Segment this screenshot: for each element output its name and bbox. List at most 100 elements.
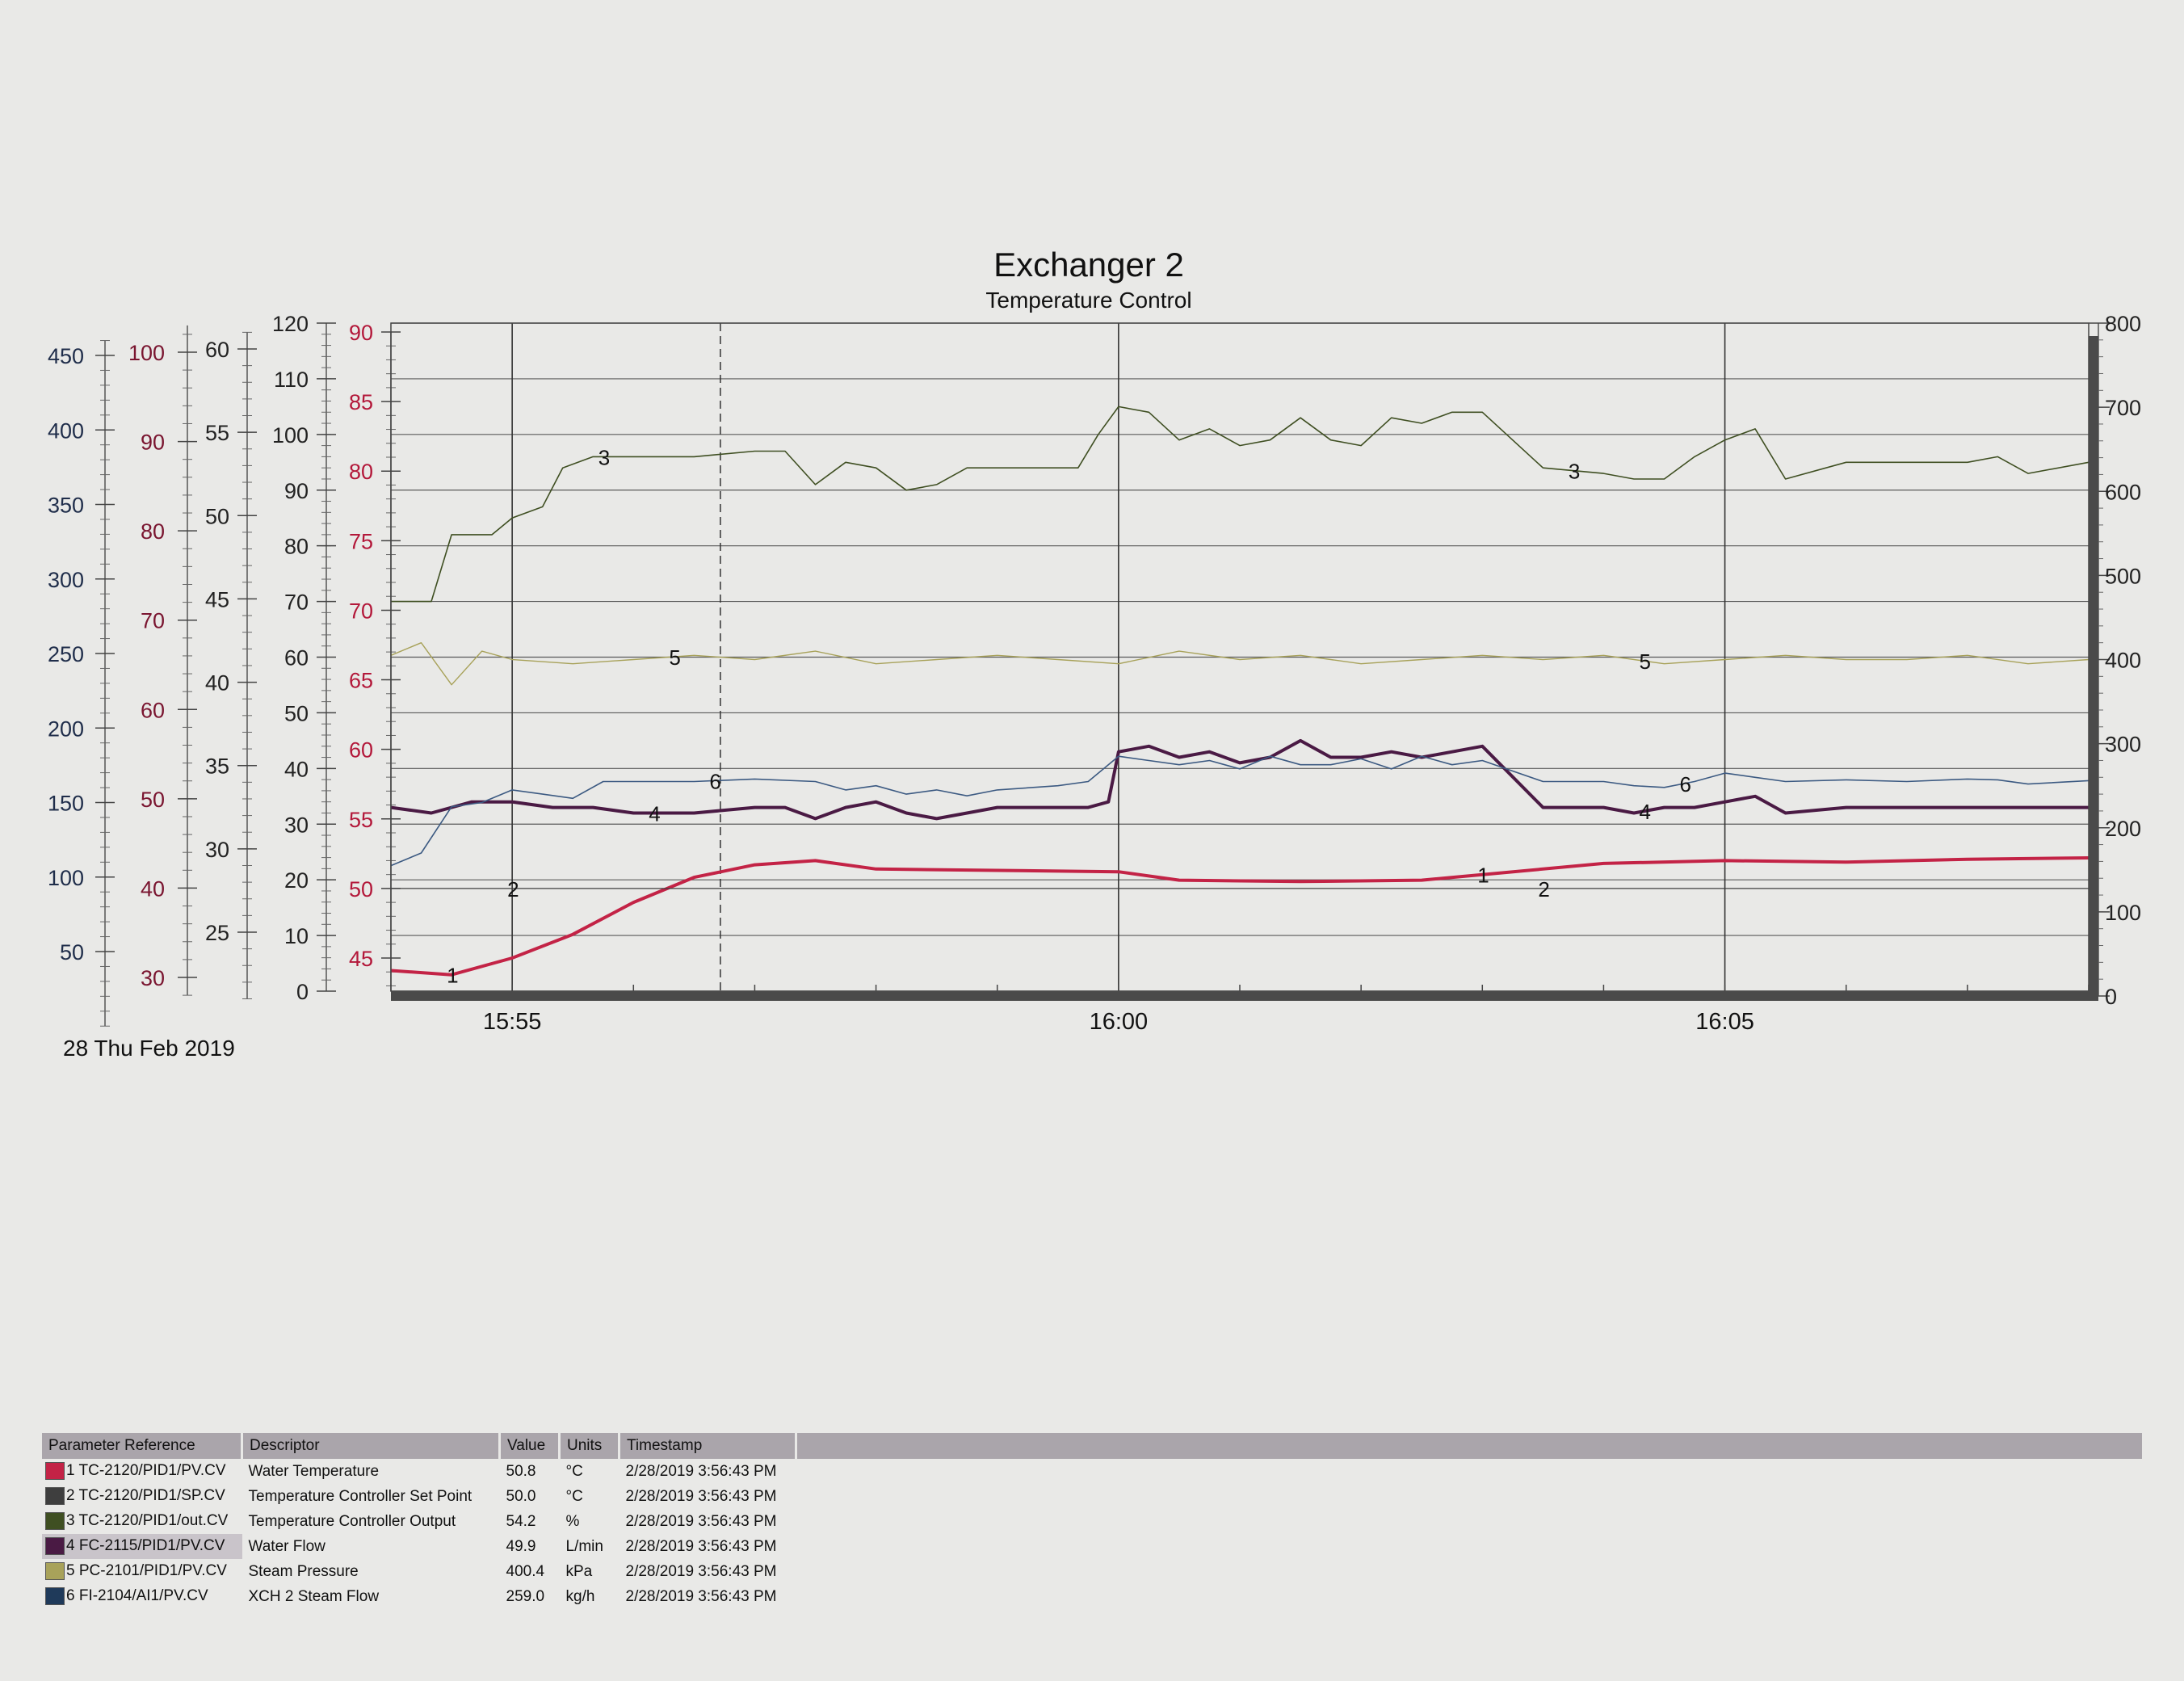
y-tick-label: 100 — [48, 866, 84, 890]
series-number-label: 3 — [1569, 460, 1580, 484]
y-tick-label: 35 — [205, 754, 229, 779]
legend-descriptor: Steam Pressure — [248, 1562, 359, 1580]
y-tick-label: 30 — [284, 813, 309, 837]
series-number-label: 6 — [709, 769, 720, 793]
y-tick-label: 80 — [284, 535, 309, 559]
series-number-label: 6 — [1680, 772, 1691, 796]
series-number-label: 3 — [598, 445, 610, 469]
legend-param-text: 1 TC-2120/PID1/PV.CV — [66, 1462, 226, 1480]
y-tick-label: 40 — [205, 671, 229, 696]
y-tick-label: 0 — [296, 980, 309, 1004]
y-tick-label: 110 — [274, 368, 309, 392]
y-tick-label: 300 — [2105, 733, 2141, 757]
series-number-label: 1 — [447, 964, 458, 988]
y-tick-label: 100 — [272, 423, 309, 448]
header-units: Units — [559, 1433, 620, 1459]
y-tick-label: 75 — [349, 529, 373, 553]
series-number-label: 5 — [669, 645, 680, 670]
y-tick-label: 50 — [284, 701, 309, 725]
y-tick-label: 150 — [48, 792, 84, 816]
chart-title: Exchanger 2 — [993, 246, 1184, 284]
legend-row: 5 PC-2101/PID1/PV.CV Steam Pressure 400.4 k… — [42, 1559, 2142, 1584]
legend-units: °C — [565, 1462, 583, 1480]
series-line-4 — [390, 738, 2089, 821]
y-tick-label: 80 — [141, 519, 165, 544]
y-tick-label: 65 — [349, 669, 373, 693]
y-tick-label: 55 — [205, 421, 229, 445]
legend-param-cell: 3 TC-2120/PID1/out.CV — [42, 1509, 242, 1534]
legend-param-cell: 5 PC-2101/PID1/PV.CV — [42, 1559, 242, 1584]
y-tick-label: 70 — [141, 609, 165, 633]
legend-value: 259.0 — [506, 1587, 545, 1605]
legend-descriptor: Temperature Controller Set Point — [248, 1487, 472, 1505]
y-tick-label: 400 — [48, 418, 84, 443]
y-tick-label: 200 — [2105, 817, 2141, 841]
legend-value: 50.8 — [506, 1462, 536, 1480]
series-line-1 — [390, 856, 2090, 977]
legend-timestamp: 2/28/2019 3:56:43 PM — [625, 1587, 777, 1605]
x-tick-label: 16:00 — [1090, 1009, 1149, 1035]
y-tick-label: 70 — [284, 590, 309, 615]
legend-units: % — [565, 1512, 580, 1530]
series-color-swatch — [45, 1587, 65, 1606]
legend-filler — [796, 1509, 2143, 1534]
series-color-swatch — [45, 1537, 65, 1556]
y-tick-label: 300 — [48, 568, 84, 592]
series-color-swatch — [45, 1487, 65, 1506]
y-tick-label: 50 — [141, 788, 165, 812]
legend-filler — [796, 1484, 2143, 1509]
legend-descriptor: Temperature Controller Output — [248, 1512, 456, 1530]
legend-filler — [796, 1534, 2143, 1559]
y-tick-label: 40 — [141, 876, 165, 901]
y-tick-label: 30 — [205, 838, 229, 862]
legend-filler — [796, 1584, 2143, 1609]
legend-value: 49.9 — [506, 1537, 536, 1555]
header-parameter: Parameter Reference — [42, 1433, 243, 1459]
y-tick-label: 450 — [48, 344, 84, 368]
y-tick-label: 90 — [141, 431, 165, 455]
legend-descriptor: XCH 2 Steam Flow — [248, 1587, 380, 1605]
series-color-swatch — [45, 1512, 65, 1531]
header-descriptor: Descriptor — [242, 1433, 501, 1459]
legend-row: 4 FC-2115/PID1/PV.CV Water Flow 49.9 L/min 2… — [42, 1534, 2142, 1559]
series-color-swatch — [45, 1462, 65, 1481]
legend-timestamp: 2/28/2019 3:56:43 PM — [625, 1512, 777, 1530]
y-tick-label: 90 — [349, 321, 373, 345]
y-tick-label: 60 — [349, 738, 373, 763]
y-tick-label: 350 — [48, 494, 84, 518]
legend-value: 400.4 — [506, 1562, 545, 1580]
legend-descriptor: Water Temperature — [248, 1462, 380, 1480]
legend-param-cell: 4 FC-2115/PID1/PV.CV — [42, 1534, 242, 1559]
series-number-label: 4 — [649, 801, 660, 826]
series-number-label: 1 — [1477, 864, 1489, 888]
legend-units: °C — [565, 1487, 583, 1505]
y-tick-label: 60 — [141, 698, 165, 722]
series-line-3 — [391, 406, 2090, 603]
y-tick-label: 200 — [48, 717, 84, 741]
y-tick-label: 90 — [284, 479, 309, 503]
legend-param-text: 5 PC-2101/PID1/PV.CV — [66, 1562, 227, 1580]
y-tick-label: 800 — [2105, 312, 2141, 336]
y-tick-label: 45 — [349, 947, 373, 971]
y-tick-label: 400 — [2105, 649, 2141, 673]
y-tick-label: 0 — [2105, 985, 2117, 1009]
legend-timestamp: 2/28/2019 3:56:43 PM — [625, 1562, 777, 1580]
parameter-legend-table: Parameter Reference Descriptor Value Uni… — [42, 1433, 2142, 1609]
series-line-6 — [390, 755, 2090, 867]
y-tick-label: 250 — [48, 642, 84, 666]
series-number-label: 5 — [1639, 649, 1650, 674]
legend-timestamp: 2/28/2019 3:56:43 PM — [625, 1462, 777, 1480]
legend-row: 2 TC-2120/PID1/SP.CV Temperature Controll… — [42, 1484, 2142, 1509]
legend-value: 50.0 — [506, 1487, 536, 1505]
y-tick-label: 600 — [2105, 480, 2141, 504]
legend-param-text: 3 TC-2120/PID1/out.CV — [66, 1512, 229, 1530]
y-tick-label: 10 — [284, 924, 309, 948]
legend-header-row: Parameter Reference Descriptor Value Uni… — [42, 1433, 2142, 1459]
legend-row: 1 TC-2120/PID1/PV.CV Water Temperature 50.… — [42, 1459, 2142, 1484]
legend-param-cell: 1 TC-2120/PID1/PV.CV — [42, 1459, 242, 1484]
series-line-5 — [390, 642, 2090, 686]
x-tick-label: 16:05 — [1695, 1009, 1754, 1035]
y-tick-label: 60 — [284, 646, 309, 670]
